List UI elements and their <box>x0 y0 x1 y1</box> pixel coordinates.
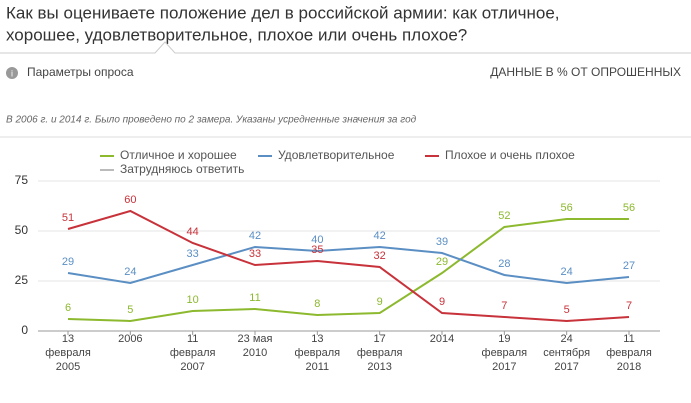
info-icon <box>6 67 18 79</box>
x-tick-label: 2017 <box>492 361 516 373</box>
x-tick-label: 23 мая <box>238 333 273 345</box>
x-tick-label: 13 <box>62 333 74 345</box>
x-tick-label: 11 <box>187 333 198 345</box>
data-label: 33 <box>187 248 199 260</box>
x-tick-label: 13 <box>311 333 323 345</box>
x-tick-label: 2017 <box>554 361 578 373</box>
data-label: 7 <box>626 300 632 312</box>
data-label: 32 <box>374 250 386 262</box>
data-label: 5 <box>127 304 133 316</box>
info-glyph: i <box>11 68 13 78</box>
data-label: 60 <box>124 194 136 206</box>
x-tick-label: 2011 <box>306 361 330 373</box>
x-tick-label: февраля <box>45 347 91 359</box>
data-label: 24 <box>561 266 573 278</box>
data-label: 5 <box>564 304 570 316</box>
data-label: 29 <box>62 256 74 268</box>
x-tick-label: 11 <box>623 333 634 345</box>
data-label: 9 <box>377 296 383 308</box>
y-tick-label: 25 <box>15 273 29 287</box>
separator <box>0 41 691 54</box>
data-label: 56 <box>623 202 635 214</box>
data-label: 44 <box>187 226 199 238</box>
x-tick-label: февраля <box>295 347 341 359</box>
x-tick-label: 2005 <box>56 361 80 373</box>
legend-label: Удовлетворительное <box>278 148 395 162</box>
x-tick-label: 2007 <box>180 361 204 373</box>
legend-label: Затрудняюсь ответить <box>120 162 244 176</box>
data-label: 42 <box>374 230 386 242</box>
legend-label: Плохое и очень плохое <box>445 148 575 162</box>
x-tick-label: 2014 <box>430 333 454 345</box>
y-tick-label: 0 <box>21 323 28 337</box>
data-label: 24 <box>124 266 136 278</box>
data-label: 51 <box>62 212 74 224</box>
title-line: хорошее, удовлетворительное, плохое или … <box>6 25 467 44</box>
note: В 2006 г. и 2014 г. Было проведено по 2 … <box>6 115 417 126</box>
data-label: 27 <box>623 260 635 272</box>
data-label: 42 <box>249 230 261 242</box>
x-tick-label: февраля <box>170 347 216 359</box>
legend-label: Отличное и хорошее <box>120 148 237 162</box>
series-line <box>67 245 630 285</box>
series-line <box>67 209 630 323</box>
data-label: 35 <box>311 244 323 256</box>
data-label: 8 <box>314 298 320 310</box>
data-label: 29 <box>436 256 448 268</box>
x-tick-label: 2006 <box>118 333 142 345</box>
data-label: 28 <box>498 258 510 270</box>
units: ДАННЫЕ В % ОТ ОПРОШЕННЫХ <box>490 65 681 79</box>
data-label: 56 <box>561 202 573 214</box>
x-tick-label: 2018 <box>617 361 641 373</box>
series-line <box>67 218 629 323</box>
x-tick-label: февраля <box>357 347 403 359</box>
data-label: 9 <box>439 296 445 308</box>
data-label: 40 <box>311 234 323 246</box>
x-tick-label: 19 <box>498 333 510 345</box>
x-tick-label: 2010 <box>243 347 267 359</box>
x-tick-label: 24 <box>561 333 573 345</box>
data-label: 7 <box>501 300 507 312</box>
data-label: 6 <box>65 302 71 314</box>
data-label: 11 <box>249 292 260 304</box>
y-tick-label: 75 <box>15 173 29 187</box>
x-tick-label: 2013 <box>367 361 391 373</box>
x-tick-label: февраля <box>606 347 652 359</box>
params-link[interactable]: Параметры опроса <box>27 65 134 79</box>
title-line: Как вы оцениваете положение дел в россий… <box>6 3 560 22</box>
data-label: 52 <box>498 210 510 222</box>
y-tick-label: 50 <box>15 223 29 237</box>
x-tick-label: 17 <box>374 333 386 345</box>
data-label: 39 <box>436 236 448 248</box>
x-tick-label: февраля <box>482 347 528 359</box>
data-label: 33 <box>249 248 261 260</box>
x-tick-label: сентября <box>543 347 590 359</box>
data-label: 10 <box>187 294 199 306</box>
